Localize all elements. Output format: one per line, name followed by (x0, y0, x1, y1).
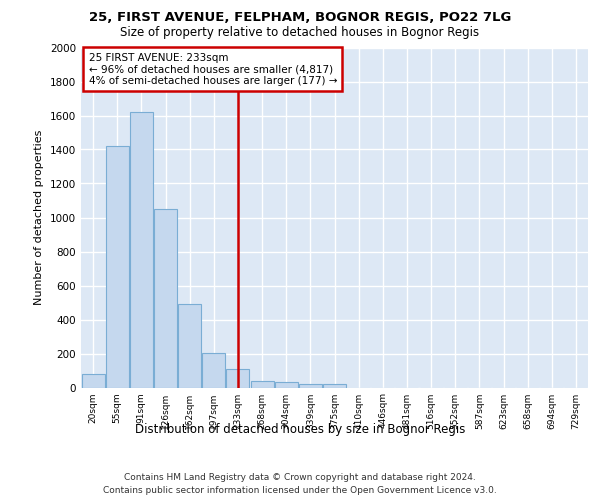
Text: 25 FIRST AVENUE: 233sqm
← 96% of detached houses are smaller (4,817)
4% of semi-: 25 FIRST AVENUE: 233sqm ← 96% of detache… (89, 52, 337, 86)
Text: 25, FIRST AVENUE, FELPHAM, BOGNOR REGIS, PO22 7LG: 25, FIRST AVENUE, FELPHAM, BOGNOR REGIS,… (89, 11, 511, 24)
Bar (106, 146, 128, 388)
Y-axis label: Number of detached properties: Number of detached properties (34, 130, 44, 305)
Text: Distribution of detached houses by size in Bognor Regis: Distribution of detached houses by size … (135, 422, 465, 436)
Bar (82, 374, 104, 388)
Text: Contains HM Land Registry data © Crown copyright and database right 2024.: Contains HM Land Registry data © Crown c… (124, 472, 476, 482)
Bar (323, 384, 346, 388)
Text: Size of property relative to detached houses in Bognor Regis: Size of property relative to detached ho… (121, 26, 479, 39)
Bar (299, 384, 322, 388)
Bar (251, 380, 274, 388)
Bar (226, 369, 250, 388)
Text: Contains public sector information licensed under the Open Government Licence v3: Contains public sector information licen… (103, 486, 497, 495)
Bar (130, 112, 153, 388)
Bar (154, 209, 177, 388)
Bar (178, 304, 201, 388)
Bar (202, 352, 225, 388)
Bar (275, 382, 298, 388)
